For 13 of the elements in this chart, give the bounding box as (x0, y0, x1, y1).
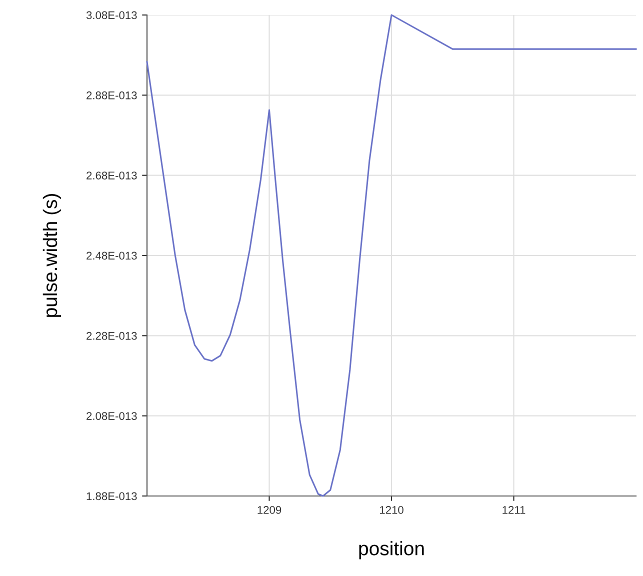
y-tick-label: 1.88E-013 (86, 492, 137, 500)
x-axis-title: position (359, 541, 424, 560)
x-tick-label: 1209 (258, 506, 282, 514)
y-tick-label: 2.88E-013 (86, 91, 137, 100)
y-tick-label: 2.28E-013 (86, 332, 137, 340)
x-tick-label: 1211 (502, 506, 526, 514)
y-tick-label: 3.08E-013 (86, 11, 137, 20)
x-tick-label: 1210 (380, 506, 404, 514)
line-series (146, 14, 637, 497)
y-tick-label: 2.48E-013 (86, 252, 137, 260)
y-tick-label: 2.08E-013 (86, 412, 137, 420)
y-tick-label: 2.68E-013 (86, 172, 137, 180)
y-axis-title: pulse.width (s) (42, 194, 62, 317)
